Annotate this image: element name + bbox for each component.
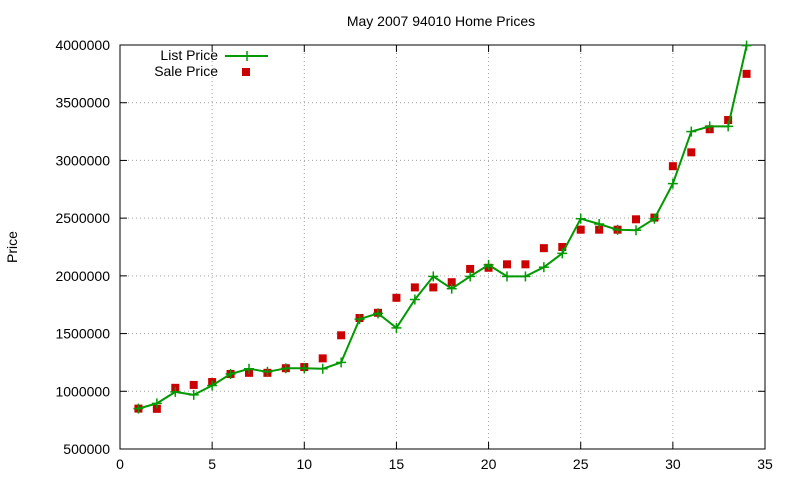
list-price-point [428, 271, 439, 282]
list-price-point [262, 366, 273, 377]
list-price-point [280, 363, 291, 374]
sale-price-point [466, 264, 475, 273]
legend-label-sale-price: Sale Price [154, 63, 218, 79]
sale-price-point [337, 331, 346, 340]
plot-frame [119, 44, 766, 450]
list-price-point [667, 178, 678, 189]
list-price-point [244, 363, 254, 374]
sale-price-point [668, 162, 677, 171]
list-price-point [391, 322, 402, 333]
sale-price-point [687, 148, 696, 157]
y-tick-label: 4000000 [55, 37, 110, 53]
list-price-point [465, 271, 476, 282]
list-price-point [594, 219, 605, 230]
sale-price-point [410, 283, 419, 292]
list-price-point [686, 126, 697, 137]
grid-lines [120, 45, 765, 449]
list-price-point [446, 283, 457, 294]
axis-ticks [119, 44, 766, 450]
sale-price-point [447, 278, 456, 287]
sale-price-point [318, 354, 327, 363]
sale-price-point [539, 244, 548, 253]
chart-title: May 2007 94010 Home Prices [347, 13, 535, 29]
list-price-point [704, 121, 715, 132]
sale-price-point [429, 283, 438, 292]
x-tick-label: 15 [389, 456, 405, 472]
series-list-price [133, 40, 752, 414]
sale-price-point [503, 260, 511, 269]
legend-marker-sale-price [242, 68, 250, 76]
x-tick-label: 10 [296, 456, 312, 472]
legend: List Price Sale Price [154, 47, 268, 79]
sale-price-point [521, 260, 530, 269]
y-tick-labels: 500000 1000000 1500000 2000000 2500000 300000… [55, 37, 110, 457]
list-price-point [151, 398, 162, 409]
list-price-point [575, 213, 586, 224]
list-price-point [207, 380, 218, 391]
legend-marker-list-price [242, 51, 252, 61]
list-price-point [723, 121, 734, 132]
y-tick-label: 2500000 [55, 210, 110, 226]
list-price-point [612, 224, 623, 235]
x-tick-label: 20 [481, 456, 497, 472]
list-price-point [538, 262, 549, 273]
series-sale-price [134, 69, 751, 413]
list-price-point [317, 363, 328, 374]
list-price-point [409, 294, 420, 305]
list-price-point [502, 271, 512, 282]
sale-price-point [632, 215, 640, 224]
list-price-point [520, 271, 531, 282]
sale-price-point [392, 293, 401, 302]
x-tick-label: 5 [208, 456, 216, 472]
sale-price-point [742, 69, 751, 78]
list-price-point [373, 308, 383, 319]
y-tick-label: 1500000 [55, 326, 110, 342]
list-price-point [483, 259, 494, 270]
sale-price-point [152, 404, 161, 413]
list-price-point [741, 40, 752, 51]
list-price-point [133, 403, 144, 414]
sale-price-point [558, 243, 567, 251]
list-price-point [299, 363, 310, 374]
legend-label-list-price: List Price [160, 47, 218, 63]
y-axis-label: Price [4, 231, 20, 263]
list-price-line [138, 45, 748, 410]
list-price-point [170, 386, 181, 397]
series-layer [133, 40, 752, 414]
x-tick-label: 0 [116, 456, 124, 472]
x-tick-label: 25 [573, 456, 589, 472]
list-price-point [649, 213, 660, 224]
list-price-point [557, 248, 568, 259]
list-price-point [631, 225, 641, 236]
list-price-point [225, 368, 236, 379]
y-tick-label: 1000000 [55, 383, 110, 399]
list-price-point [188, 389, 199, 400]
y-tick-label: 3000000 [55, 152, 110, 168]
y-tick-label: 2000000 [55, 268, 110, 284]
sale-price-point [189, 380, 198, 389]
x-tick-labels: 0 5 10 15 20 25 30 35 [116, 456, 773, 472]
y-tick-label: 500000 [63, 441, 110, 457]
x-tick-label: 30 [665, 456, 681, 472]
list-price-point [354, 314, 365, 325]
x-tick-label: 35 [757, 456, 773, 472]
y-tick-label: 3500000 [55, 95, 110, 111]
sale-price-point [576, 225, 585, 234]
sale-price-point [595, 225, 604, 234]
sale-price-point [724, 116, 733, 125]
list-price-point [336, 357, 347, 368]
